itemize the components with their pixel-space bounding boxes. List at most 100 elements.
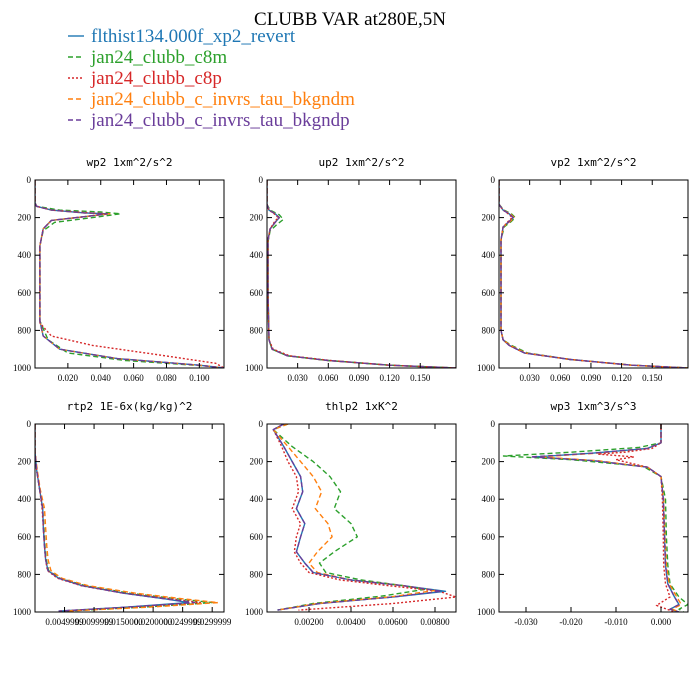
legend-entry: jan24_clubb_c8p (90, 68, 222, 89)
x-tick-label: 0.00200 (294, 617, 324, 627)
legend-entry: jan24_clubb_c_invrs_tau_bkgndm (90, 89, 355, 110)
x-tick-label: 0.120 (379, 373, 400, 383)
series-line (499, 180, 688, 368)
series-line (35, 424, 196, 612)
y-tick-label: 400 (482, 494, 496, 504)
series-line (272, 424, 442, 611)
x-tick-label: 0.0200000 (134, 617, 173, 627)
x-tick-label: 0.150 (410, 373, 431, 383)
y-tick-label: 600 (18, 532, 32, 542)
y-tick-label: 800 (250, 569, 264, 579)
series-line (35, 180, 224, 368)
series-line (267, 180, 456, 368)
y-tick-label: 0 (259, 175, 264, 185)
x-tick-label: 0.000 (651, 617, 672, 627)
y-tick-label: 400 (482, 250, 496, 260)
series-line (35, 180, 224, 368)
y-tick-label: 600 (250, 532, 264, 542)
x-tick-label: 0.150 (642, 373, 663, 383)
y-tick-label: 600 (18, 288, 32, 298)
figure-title: CLUBB VAR at280E,5N (254, 9, 446, 30)
legend-entry: jan24_clubb_c8m (90, 47, 227, 68)
x-tick-label: 0.120 (611, 373, 632, 383)
x-tick-label: 0.00400 (336, 617, 366, 627)
y-tick-label: 600 (250, 288, 264, 298)
series-line (35, 424, 190, 612)
y-tick-label: 1000 (477, 363, 496, 373)
series-line (272, 424, 456, 611)
plot-frame (34, 423, 225, 613)
x-tick-label: 0.030 (288, 373, 309, 383)
y-tick-label: 800 (250, 325, 264, 335)
panel-title: wp2 1xm^2/s^2 (86, 156, 172, 169)
chart-panel: wp2 1xm^2/s^2 0 200 400 600 800 1000 0.020 0.040… (13, 156, 225, 383)
chart-panel: wp3 1xm^3/s^3 0 200 400 600 800 1000 -0.030 -0.0… (477, 400, 689, 627)
y-tick-label: 400 (18, 250, 32, 260)
series-line (35, 180, 224, 368)
series-line (499, 180, 688, 368)
chart-panel: up2 1xm^2/s^2 0 200 400 600 800 1000 0.030 0.060… (245, 156, 457, 383)
y-tick-label: 200 (18, 457, 32, 467)
y-tick-label: 400 (18, 494, 32, 504)
y-tick-label: 0 (491, 419, 496, 429)
y-tick-label: 200 (482, 457, 496, 467)
y-tick-label: 200 (482, 213, 496, 223)
y-tick-label: 200 (18, 213, 32, 223)
panel-title: thlp2 1xK^2 (325, 400, 398, 413)
series-line (35, 180, 224, 368)
y-tick-label: 800 (18, 569, 32, 579)
y-tick-label: 0 (259, 419, 264, 429)
y-tick-label: 800 (482, 569, 496, 579)
plot-frame (34, 179, 225, 369)
x-tick-label: 0.100 (189, 373, 210, 383)
plot-frame (498, 179, 689, 369)
series-line (267, 180, 456, 368)
series-line (35, 180, 224, 368)
series-line (35, 424, 213, 612)
x-tick-label: 0.0299999 (193, 617, 232, 627)
series-line (272, 424, 436, 611)
x-tick-label: 0.040 (91, 373, 112, 383)
x-tick-label: 0.090 (349, 373, 370, 383)
x-tick-label: 0.0150000 (104, 617, 143, 627)
x-tick-label: 0.030 (520, 373, 541, 383)
y-tick-label: 1000 (245, 363, 264, 373)
x-tick-label: -0.030 (514, 617, 538, 627)
y-tick-label: 0 (27, 419, 32, 429)
y-tick-label: 800 (482, 325, 496, 335)
plot-frame (266, 423, 457, 613)
series-line (272, 424, 426, 611)
panel-title: up2 1xm^2/s^2 (318, 156, 404, 169)
x-tick-label: 0.0099999 (75, 617, 114, 627)
y-tick-label: 400 (250, 494, 264, 504)
y-tick-label: 0 (27, 175, 32, 185)
y-tick-label: 0 (491, 175, 496, 185)
legend-entry: jan24_clubb_c_invrs_tau_bkgndp (90, 110, 350, 131)
panel-title: wp3 1xm^3/s^3 (550, 400, 636, 413)
x-tick-label: 0.00800 (420, 617, 450, 627)
x-tick-label: 0.060 (318, 373, 339, 383)
x-tick-label: -0.020 (559, 617, 583, 627)
x-tick-label: 0.0049999 (45, 617, 84, 627)
x-tick-label: 0.060 (123, 373, 144, 383)
y-tick-label: 1000 (245, 607, 264, 617)
x-tick-label: 0.0249999 (164, 617, 203, 627)
chart-panel: vp2 1xm^2/s^2 0 200 400 600 800 1000 0.030 0.060… (477, 156, 689, 383)
series-line (499, 180, 688, 368)
series-line (35, 424, 219, 612)
series-line (502, 424, 688, 612)
x-tick-label: 0.090 (581, 373, 602, 383)
y-tick-label: 600 (482, 288, 496, 298)
legend-entry: flthist134.000f_xp2_revert (91, 26, 296, 47)
y-tick-label: 600 (482, 532, 496, 542)
chart-panel: thlp2 1xK^2 0 200 400 600 800 1000 0.00200 0.004… (245, 400, 457, 627)
panel-title: vp2 1xm^2/s^2 (550, 156, 636, 169)
y-tick-label: 1000 (477, 607, 496, 617)
y-tick-label: 1000 (13, 607, 32, 617)
series-line (529, 424, 680, 612)
x-tick-label: -0.010 (604, 617, 628, 627)
x-tick-label: 0.00600 (378, 617, 408, 627)
legend: flthist134.000f_xp2_revertjan24_clubb_c8… (68, 26, 355, 131)
panels: wp2 1xm^2/s^2 0 200 400 600 800 1000 0.020 0.040… (13, 156, 689, 627)
y-tick-label: 200 (250, 457, 264, 467)
